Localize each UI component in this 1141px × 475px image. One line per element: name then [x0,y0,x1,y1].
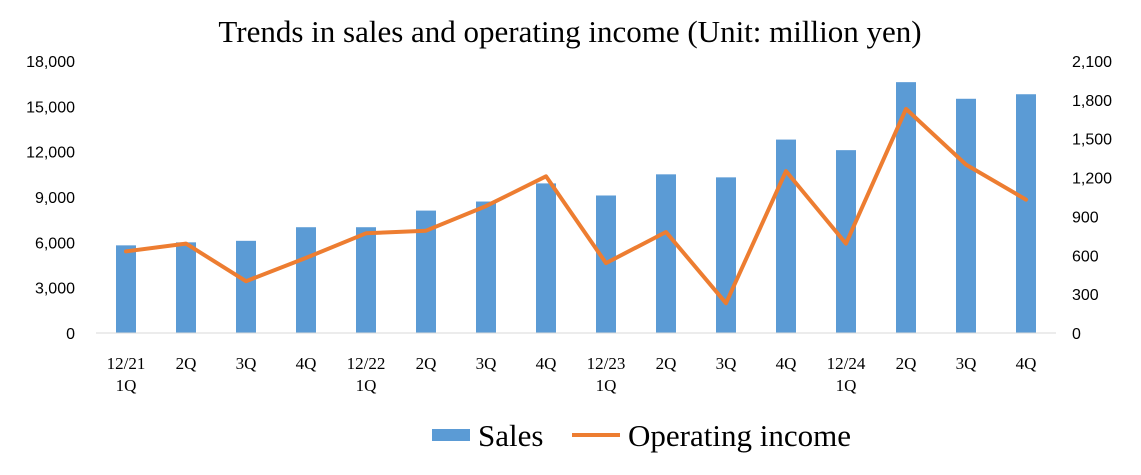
right-tick-label: 900 [1072,209,1099,226]
right-axis-ticks: 0 300 600 900 1,200 1,500 1,800 2,100 [1072,54,1112,343]
category-label: 4Q [776,354,797,373]
sales-bar [236,241,256,333]
category-label: 12/22 [347,354,386,373]
category-labels: 12/21 1Q 2Q 3Q 4Q 12/22 1Q 2Q 3Q 4Q 12/23 1Q 2Q 3Q 4Q 1… [107,354,1037,395]
sales-bar [956,99,976,333]
right-tick-label: 2,100 [1072,54,1112,71]
sales-bar [536,183,556,333]
left-tick-label: 6,000 [35,235,75,252]
category-label: 1Q [116,376,137,395]
category-label: 1Q [836,376,857,395]
left-tick-label: 12,000 [26,145,75,162]
category-label: 1Q [596,376,617,395]
left-tick-label: 15,000 [26,99,75,116]
chart-title: Trends in sales and operating income (Un… [218,14,921,49]
category-label: 4Q [536,354,557,373]
category-label: 2Q [416,354,437,373]
sales-bar [476,202,496,333]
category-label: 2Q [656,354,677,373]
operating-income-line-layer [126,109,1026,303]
sales-bar [716,177,736,333]
left-tick-label: 18,000 [26,54,75,71]
category-label: 2Q [176,354,197,373]
left-axis-ticks: 0 3,000 6,000 9,000 12,000 15,000 18,000 [26,54,75,343]
category-label: 4Q [1016,354,1037,373]
right-tick-label: 1,200 [1072,171,1112,188]
left-tick-label: 3,000 [35,281,75,298]
sales-bars [116,82,1036,333]
right-tick-label: 1,800 [1072,93,1112,110]
operating-income-line [126,109,1026,303]
left-tick-label: 9,000 [35,190,75,207]
category-label: 12/24 [827,354,866,373]
sales-bar [296,227,316,333]
category-label: 3Q [236,354,257,373]
sales-bar [776,140,796,333]
category-label: 3Q [716,354,737,373]
right-tick-label: 300 [1072,287,1099,304]
sales-bar [1016,94,1036,333]
category-label: 1Q [356,376,377,395]
legend-label-sales: Sales [478,418,543,453]
category-label: 3Q [956,354,977,373]
sales-bar [356,227,376,333]
left-tick-label: 0 [66,326,75,343]
category-label: 4Q [296,354,317,373]
category-label: 2Q [896,354,917,373]
legend-label-operating-income: Operating income [628,418,851,453]
right-tick-label: 0 [1072,326,1081,343]
right-tick-label: 1,500 [1072,132,1112,149]
right-tick-label: 600 [1072,248,1099,265]
category-label: 12/23 [587,354,626,373]
sales-bar [176,242,196,333]
legend: Sales Operating income [432,418,851,453]
sales-bar [656,174,676,333]
sales-bar [116,245,136,333]
category-label: 3Q [476,354,497,373]
legend-swatch-sales [432,429,470,441]
category-label: 12/21 [107,354,146,373]
